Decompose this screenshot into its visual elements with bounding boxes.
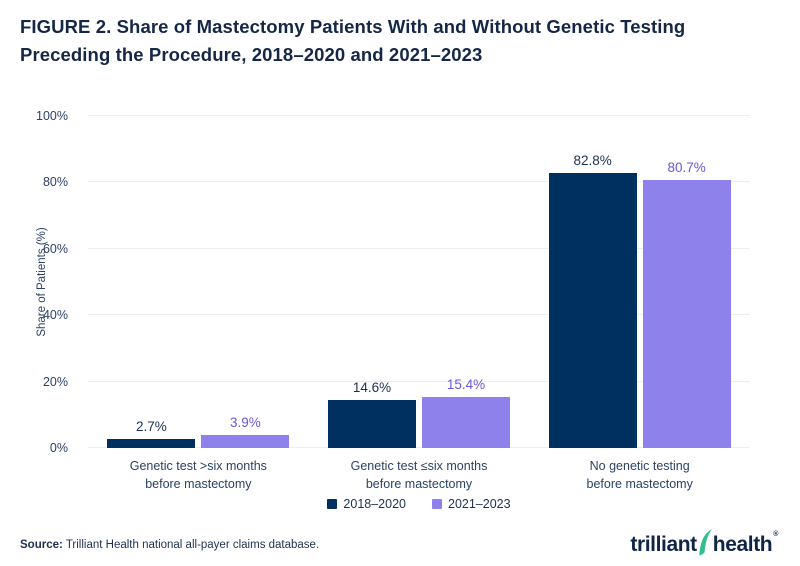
figure-title: FIGURE 2. Share of Mastectomy Patients W… (20, 13, 766, 69)
y-tick-label: 100% (36, 109, 68, 123)
bar-column: 80.7% (642, 116, 731, 448)
category-label-line: No genetic testing (589, 459, 690, 473)
trilliant-health-logo: trilliant health ® (630, 529, 778, 557)
bar-group: 82.8% 80.7% (529, 116, 750, 448)
bar-column: 2.7% (107, 116, 196, 448)
figure-title-text: Share of Mastectomy Patients With and Wi… (20, 16, 686, 65)
bar-2021–2023 (201, 435, 290, 448)
y-tick-label: 60% (42, 241, 68, 256)
y-tick-label: 0% (49, 441, 68, 455)
category-label-line: before mastectomy (586, 477, 693, 491)
bar-2021–2023 (642, 180, 731, 448)
y-tick-label: 80% (42, 175, 68, 190)
bar-column: 15.4% (422, 116, 510, 448)
source-label: Source: (20, 539, 63, 551)
registered-trademark-icon: ® (773, 531, 778, 538)
bar-2018–2020 (548, 173, 637, 448)
bar-2018–2020 (107, 439, 196, 448)
category-label: Genetic test >six months before mastectom… (88, 457, 309, 493)
bar-value-label: 80.7% (667, 160, 706, 176)
category-label-line: before mastectomy (145, 477, 252, 491)
category-label-line: Genetic test ≤six months (350, 459, 488, 473)
bar-group: 14.6% 15.4% (309, 116, 530, 448)
bar-column: 14.6% (328, 116, 416, 448)
bar-value-label: 3.9% (229, 415, 261, 431)
y-axis-tick-labels: 0% 20% 40% 60% 80% 100% (0, 109, 78, 455)
bar-2018–2020 (328, 399, 416, 448)
category-label-line: before mastectomy (365, 477, 473, 491)
gridline (88, 314, 750, 316)
bar-2021–2023 (422, 396, 510, 448)
bar-value-label: 14.6% (352, 379, 392, 395)
legend-label: 2021–2023 (448, 497, 511, 511)
plot-area: 2.7% 3.9% 14.6% 15.4% 82.8% 80.7% (88, 115, 750, 448)
legend-item: 2018–2020 (327, 497, 406, 511)
legend-swatch-icon (432, 499, 442, 509)
gridline (88, 447, 750, 448)
source-text: Trilliant Health national all-payer clai… (62, 539, 320, 551)
bar-value-label: 2.7% (135, 419, 167, 435)
y-tick-label: 20% (42, 374, 68, 389)
figure-number: FIGURE 2. (20, 16, 112, 37)
y-tick-label: 40% (42, 308, 68, 323)
logo-word-health: health (712, 533, 773, 556)
logo-word-trilliant: trilliant (630, 533, 697, 556)
legend: 2018–2020 2021–2023 (88, 497, 750, 511)
gridline (88, 181, 750, 183)
gridline (88, 247, 750, 249)
category-label-line: Genetic test >six months (129, 459, 267, 473)
swoosh-leaf-icon (698, 529, 712, 556)
category-label: No genetic testing before mastectomy (529, 457, 750, 493)
bar-column: 82.8% (548, 116, 637, 448)
bar-group: 2.7% 3.9% (88, 116, 309, 448)
legend-label: 2018–2020 (343, 497, 406, 511)
bar-column: 3.9% (201, 116, 290, 448)
source-note: Source: Trilliant Health national all-pa… (20, 539, 319, 551)
bar-value-label: 82.8% (573, 153, 612, 169)
x-axis-category-labels: Genetic test >six months before mastectom… (88, 457, 750, 493)
gridline (88, 380, 750, 382)
bar-value-label: 15.4% (446, 376, 486, 392)
legend-swatch-icon (327, 499, 338, 509)
bar-groups: 2.7% 3.9% 14.6% 15.4% 82.8% 80.7% (88, 116, 750, 448)
category-label: Genetic test ≤six months before mastectom… (309, 457, 530, 493)
gridline (88, 115, 750, 116)
legend-item: 2021–2023 (432, 497, 511, 511)
